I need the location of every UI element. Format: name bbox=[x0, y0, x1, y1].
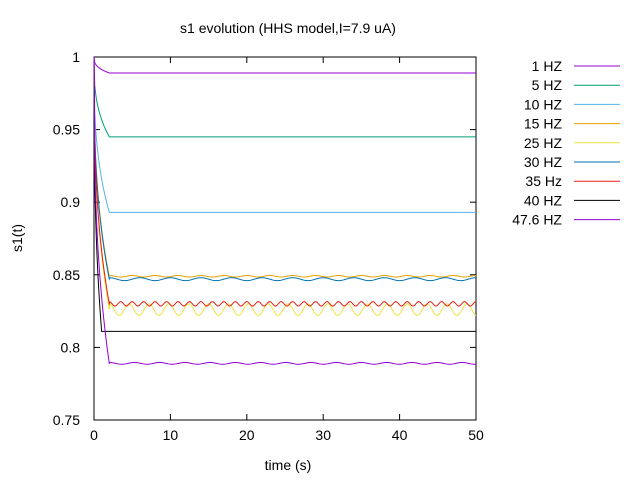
legend-label: 1 HZ bbox=[532, 58, 563, 74]
x-tick-label: 40 bbox=[392, 427, 408, 443]
series-line-3 bbox=[93, 56, 477, 278]
x-tick-label: 0 bbox=[90, 427, 98, 443]
legend-label: 47.6 HZ bbox=[512, 212, 562, 228]
series-line-8 bbox=[93, 56, 477, 365]
x-tick-label: 20 bbox=[239, 427, 255, 443]
y-tick-label: 1 bbox=[72, 49, 80, 65]
y-axis-label: s1(t) bbox=[9, 224, 25, 252]
legend-label: 35 Hz bbox=[525, 173, 562, 189]
series-line-1 bbox=[93, 56, 476, 138]
series-line-0 bbox=[93, 56, 476, 74]
x-tick-label: 30 bbox=[315, 427, 331, 443]
series-line-6 bbox=[93, 56, 477, 307]
x-axis-label: time (s) bbox=[265, 457, 312, 473]
y-tick-label: 0.75 bbox=[53, 412, 80, 428]
series-line-2 bbox=[93, 56, 476, 213]
legend-label: 10 HZ bbox=[524, 96, 563, 112]
x-tick-label: 10 bbox=[163, 427, 179, 443]
legend: 1 HZ 5 HZ 10 HZ 15 HZ 25 HZ 30 HZ 35 Hz 40 HZ 47… bbox=[512, 58, 620, 228]
legend-label: 30 HZ bbox=[524, 154, 563, 170]
legend-label: 15 HZ bbox=[524, 116, 563, 132]
plot-axes: 0 10 20 30 40 50 0.75 0.8 0.85 0.9 0.95 1 bbox=[53, 49, 484, 443]
legend-label: 25 HZ bbox=[524, 135, 563, 151]
y-tick-label: 0.85 bbox=[53, 267, 80, 283]
legend-label: 5 HZ bbox=[532, 77, 563, 93]
y-tick-label: 0.95 bbox=[53, 122, 80, 138]
legend-label: 40 HZ bbox=[524, 192, 563, 208]
series-line-5 bbox=[93, 56, 477, 282]
x-tick-label: 50 bbox=[468, 427, 484, 443]
series-layer bbox=[93, 56, 477, 365]
series-line-7 bbox=[93, 56, 476, 332]
y-tick-label: 0.8 bbox=[61, 339, 81, 355]
y-tick-label: 0.9 bbox=[61, 194, 81, 210]
chart-title: s1 evolution (HHS model,I=7.9 uA) bbox=[180, 20, 396, 36]
series-line-4 bbox=[93, 56, 477, 316]
plot-frame bbox=[93, 56, 477, 421]
